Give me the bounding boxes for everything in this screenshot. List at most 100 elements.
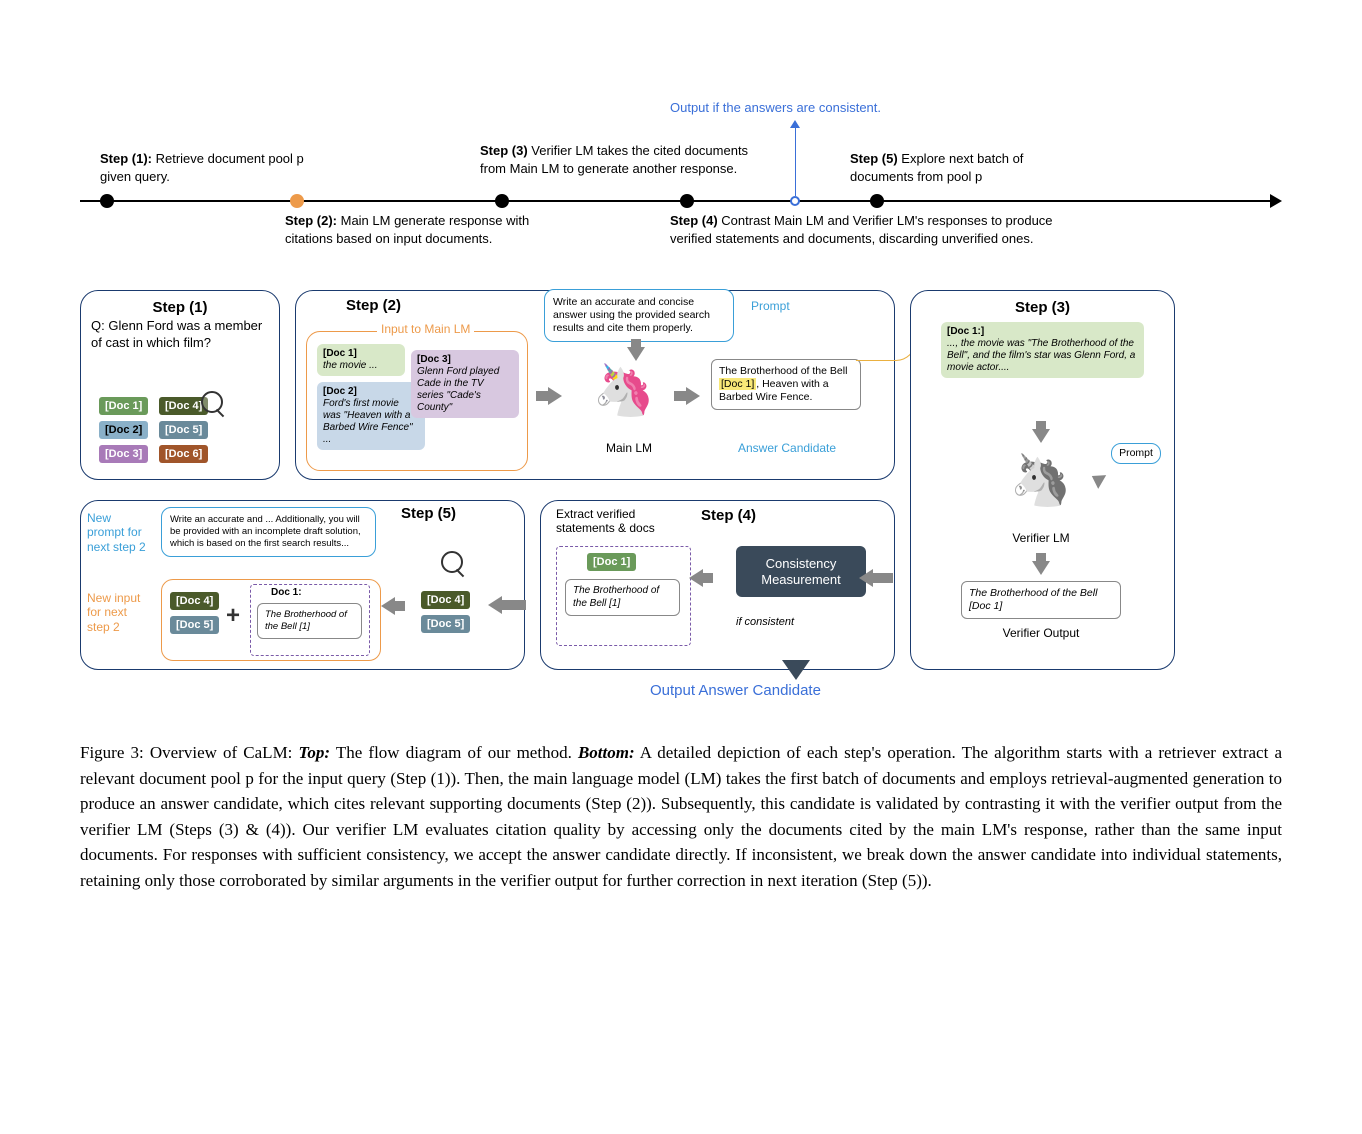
- answer-pre: The Brotherhood of the Bell: [719, 365, 847, 377]
- answer-cite: [Doc 1]: [719, 378, 756, 390]
- arrow-stem: [1036, 553, 1046, 561]
- thick-down-arrow-icon: [782, 660, 810, 680]
- down-arrow-icon: [1032, 429, 1050, 443]
- timeline-axis: [80, 200, 1272, 202]
- timeline-node: [680, 194, 694, 208]
- output-consistent-label: Output if the answers are consistent.: [670, 100, 881, 115]
- timeline-step-label: Step (2): Main LM generate response with…: [285, 212, 545, 247]
- timeline-node: [790, 196, 800, 206]
- extract-label: Extract verified statements & docs: [556, 507, 676, 536]
- figure-caption: Figure 3: Overview of CaLM: Top: The flo…: [80, 740, 1282, 893]
- down-arrow-icon: [1032, 561, 1050, 575]
- arrow-stem: [631, 339, 641, 347]
- timeline-arrowhead-icon: [1270, 194, 1282, 208]
- magnifier-icon: [441, 551, 469, 579]
- arrow-stem: [500, 600, 526, 610]
- answer-candidate-label: Answer Candidate: [738, 441, 836, 455]
- magnifier-icon: [201, 391, 229, 419]
- doc-chip: [Doc 1]: [99, 397, 148, 415]
- step4-panel: Extract verified statements & docs Step …: [540, 500, 895, 670]
- right-arrow-icon: [548, 387, 562, 405]
- plus-icon: +: [226, 602, 240, 630]
- doc1-statement: The Brotherhood of the Bell [1]: [257, 603, 362, 639]
- timeline-node: [100, 194, 114, 208]
- timeline-node: [290, 194, 304, 208]
- left-arrow-icon: [689, 569, 703, 587]
- doc-chip: [Doc 2]: [99, 421, 148, 439]
- arrow-stem: [871, 573, 893, 583]
- down-arrow-icon: [627, 347, 645, 361]
- verified-statement: The Brotherhood of the Bell [1]: [565, 579, 680, 616]
- consistency-box: Consistency Measurement: [736, 546, 866, 597]
- diagram-area: Step (1) Q: Glenn Ford was a member of c…: [80, 290, 1282, 710]
- caption-top-label: Top:: [299, 743, 331, 762]
- step1-title: Step (1): [91, 299, 269, 316]
- verifier-output-box: The Brotherhood of the Bell [Doc 1]: [961, 581, 1121, 619]
- input-main-lm-box: Input to Main LM [Doc 1]the movie ...[Do…: [306, 331, 528, 471]
- timeline-node: [495, 194, 509, 208]
- timeline-step-label: Step (5) Explore next batch of documents…: [850, 150, 1060, 185]
- caption-bottom-text: A detailed depiction of each step's oper…: [80, 743, 1282, 890]
- caption-prefix: Figure 3: Overview of CaLM:: [80, 743, 299, 762]
- timeline: Output if the answers are consistent. St…: [80, 100, 1282, 240]
- step3-title: Step (3): [921, 299, 1164, 316]
- timeline-step-label: Step (3) Verifier LM takes the cited doc…: [480, 142, 750, 177]
- unicorn-icon: 🦄: [589, 361, 659, 431]
- prompt-text: Write an accurate and ... Additionally, …: [170, 514, 361, 549]
- main-lm-label: Main LM: [599, 441, 659, 455]
- arrow-stem: [536, 391, 548, 401]
- up-arrow-icon: [790, 120, 800, 128]
- timeline-step-label: Step (1): Retrieve document pool p given…: [100, 150, 310, 185]
- doc-chip: [Doc 1]: [587, 553, 636, 571]
- step2-panel: Step (2) Input to Main LM [Doc 1]the mov…: [295, 290, 895, 480]
- doc-snippet: [Doc 1]the movie ...: [317, 344, 405, 376]
- step3-prompt-box: Prompt: [1111, 443, 1161, 464]
- doc-snippet: [Doc 2]Ford's first movie was "Heaven wi…: [317, 382, 425, 450]
- left-arrow-icon: [488, 596, 502, 614]
- input-main-lm-label: Input to Main LM: [377, 322, 474, 336]
- verifier-lm-label: Verifier LM: [1001, 531, 1081, 545]
- step4-title: Step (4): [701, 507, 756, 524]
- answer-candidate-box: The Brotherhood of the Bell [Doc 1], Hea…: [711, 359, 861, 410]
- curve-connector: [856, 301, 916, 361]
- timeline-step-label: Step (4) Contrast Main LM and Verifier L…: [670, 212, 1090, 247]
- doc-body: ..., the movie was "The Brotherhood of t…: [947, 338, 1135, 373]
- arrow-stem: [674, 391, 686, 401]
- doc-chip: [Doc 5]: [159, 421, 208, 439]
- step1-panel: Step (1) Q: Glenn Ford was a member of c…: [80, 290, 280, 480]
- new-prompt-label: New prompt for next step 2: [87, 511, 147, 554]
- doc-snippet: [Doc 3]Glenn Ford played Cade in the TV …: [411, 350, 519, 418]
- caption-top-text: The flow diagram of our method.: [330, 743, 578, 762]
- diag-arrow-icon: [1088, 469, 1106, 489]
- main-prompt-box: Write an accurate and concise answer usi…: [544, 289, 734, 342]
- left-arrow-icon: [381, 597, 395, 615]
- doc1-dashed-box: Doc 1: The Brotherhood of the Bell [1]: [250, 584, 370, 656]
- verifier-output-label: Verifier Output: [991, 626, 1091, 640]
- doc-chip: [Doc 5]: [421, 615, 470, 633]
- step5-panel: Step (5) New prompt for next step 2 Writ…: [80, 500, 525, 670]
- step5-title: Step (5): [401, 505, 456, 522]
- verified-dashed-box: [Doc 1] The Brotherhood of the Bell [1]: [556, 546, 691, 646]
- step1-question: Q: Glenn Ford was a member of cast in wh…: [91, 318, 269, 352]
- doc-head: [Doc 1:]: [947, 326, 984, 337]
- doc-chip: [Doc 4]: [170, 592, 219, 610]
- timeline-node: [870, 194, 884, 208]
- step3-panel: Step (3) [Doc 1:] ..., the movie was "Th…: [910, 290, 1175, 670]
- doc-chip: [Doc 5]: [170, 616, 219, 634]
- new-input-label: New input for next step 2: [87, 591, 147, 634]
- vertical-connector: [795, 128, 796, 196]
- right-arrow-icon: [686, 387, 700, 405]
- prompt-label: Prompt: [751, 299, 790, 313]
- unicorn-gray-icon: 🦄: [1006, 451, 1076, 521]
- left-arrow-icon: [859, 569, 873, 587]
- new-input-box: [Doc 4] [Doc 5] + Doc 1: The Brotherhood…: [161, 579, 381, 661]
- doc-chip: [Doc 6]: [159, 445, 208, 463]
- step5-prompt-box: Write an accurate and ... Additionally, …: [161, 507, 376, 557]
- doc-chip: [Doc 4]: [421, 591, 470, 609]
- doc1-head: Doc 1:: [271, 587, 302, 598]
- doc-chip: [Doc 3]: [99, 445, 148, 463]
- step3-doc-snippet: [Doc 1:] ..., the movie was "The Brother…: [941, 322, 1144, 378]
- if-consistent-label: if consistent: [736, 616, 794, 628]
- output-answer-label: Output Answer Candidate: [650, 682, 821, 699]
- caption-bottom-label: Bottom:: [578, 743, 635, 762]
